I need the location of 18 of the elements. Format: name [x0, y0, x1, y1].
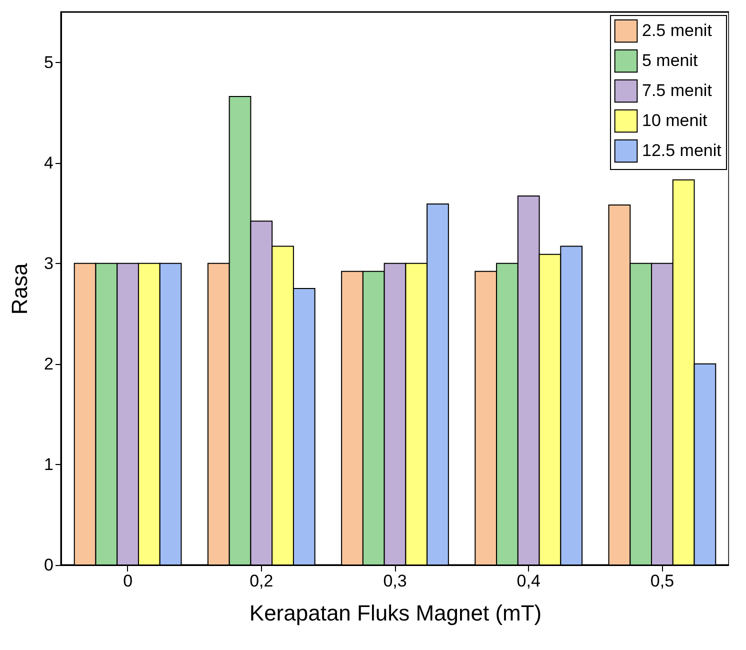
x-tick-label: 0,5: [650, 572, 674, 590]
y-tick-label: 1: [44, 454, 54, 474]
legend-label: 12.5 menit: [642, 141, 722, 160]
legend-label: 10 menit: [642, 111, 708, 130]
x-tick-label: 0: [123, 572, 133, 590]
x-tick-label: 0,2: [250, 572, 274, 590]
y-tick-label: 4: [44, 153, 54, 172]
x-tick-label: 0,4: [516, 572, 540, 590]
y-tick-label: 5: [44, 52, 54, 72]
y-tick-label: 3: [44, 254, 54, 273]
y-tick-label: 0: [44, 556, 54, 574]
legend-label: 7.5 menit: [642, 81, 712, 100]
x-tick-label: 0,3: [383, 572, 407, 590]
x-axis-title: Kerapatan Fluks Magnet (mT): [249, 600, 542, 626]
legend-label: 5 menit: [642, 51, 698, 70]
y-tick-label: 2: [44, 354, 54, 374]
legend-label: 2.5 menit: [642, 21, 712, 40]
y-axis-title: Rasa: [7, 262, 32, 315]
